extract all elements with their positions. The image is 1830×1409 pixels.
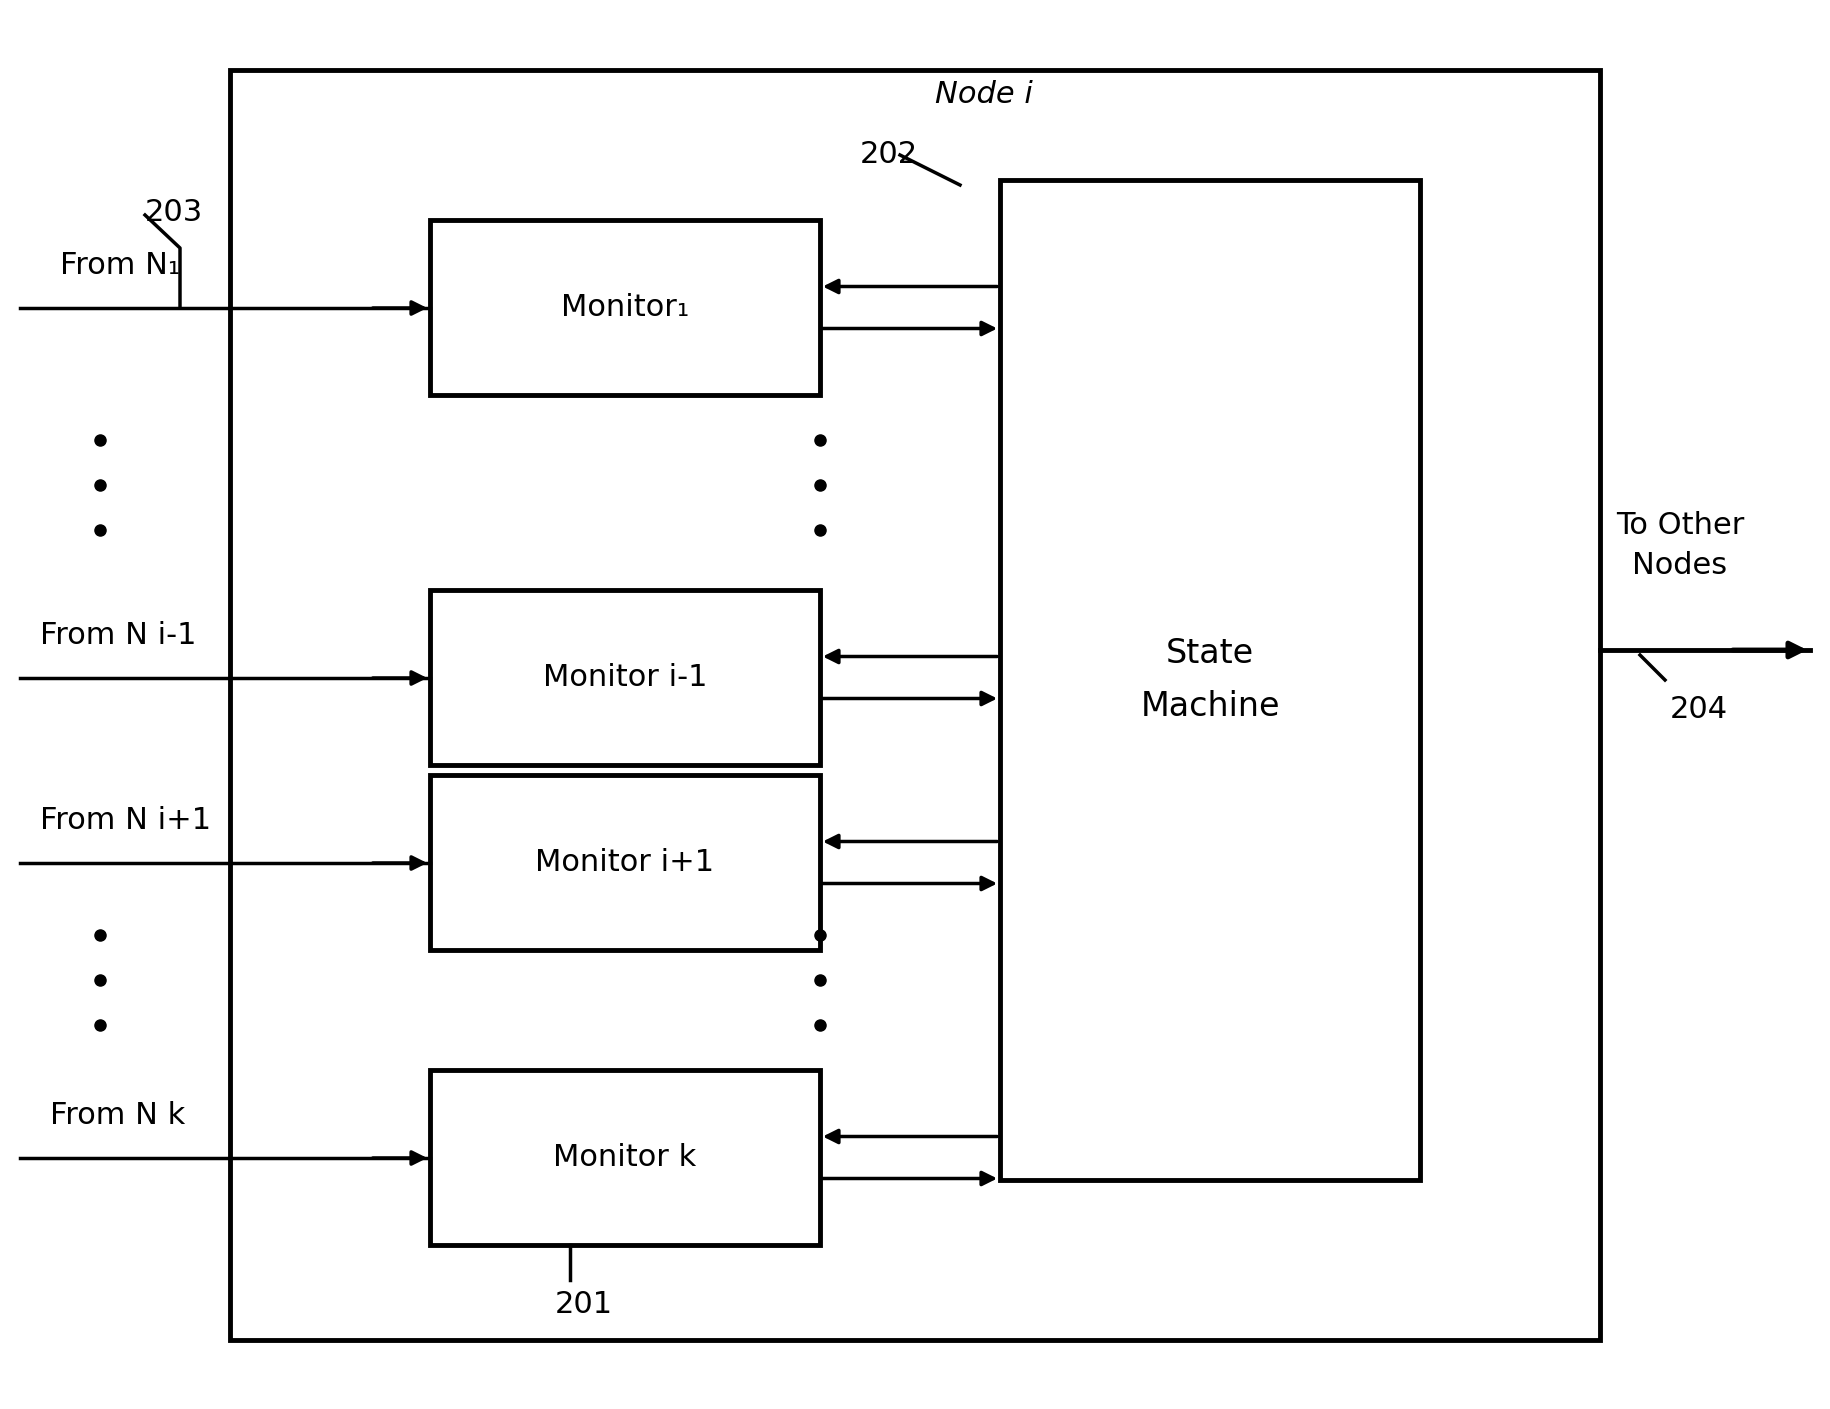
Bar <box>231 70 1599 1340</box>
Text: 202: 202 <box>860 139 919 169</box>
Text: 204: 204 <box>1671 695 1728 724</box>
Text: From N k: From N k <box>49 1100 185 1130</box>
Bar <box>430 1069 820 1246</box>
Bar <box>430 590 820 765</box>
Text: Monitor i-1: Monitor i-1 <box>544 664 706 692</box>
Bar <box>430 220 820 395</box>
Text: From N₁: From N₁ <box>60 251 179 280</box>
Text: Monitor i+1: Monitor i+1 <box>536 848 714 876</box>
Text: Monitor k: Monitor k <box>553 1143 697 1172</box>
Text: Monitor₁: Monitor₁ <box>562 293 690 323</box>
Text: Node i: Node i <box>935 80 1032 108</box>
Text: 201: 201 <box>554 1291 613 1319</box>
Bar <box>430 775 820 950</box>
Text: To Other
Nodes: To Other Nodes <box>1616 510 1744 581</box>
Text: 203: 203 <box>145 199 203 227</box>
Text: State
Machine: State Machine <box>1140 637 1279 723</box>
Bar <box>999 180 1420 1179</box>
Text: From N i+1: From N i+1 <box>40 806 210 836</box>
Text: From N i-1: From N i-1 <box>40 621 196 650</box>
